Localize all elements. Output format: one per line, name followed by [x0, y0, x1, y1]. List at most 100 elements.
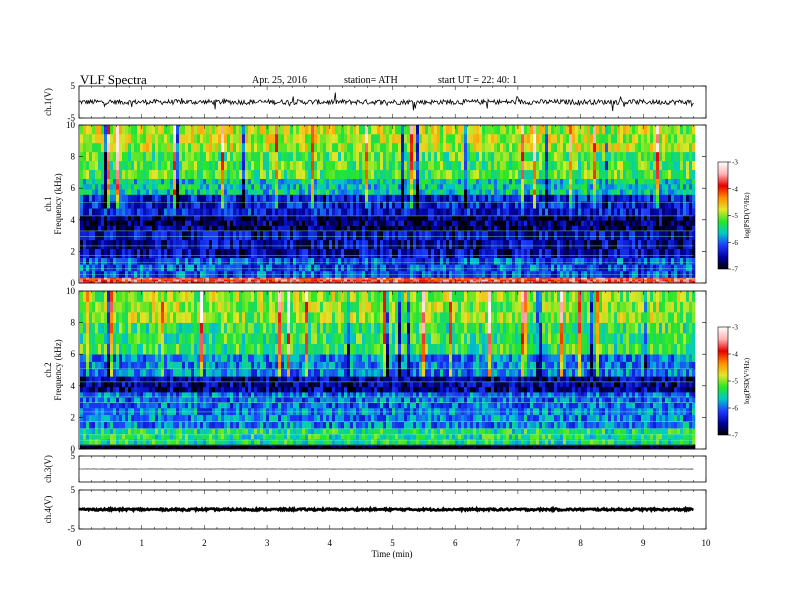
spectrogram-cell: [614, 277, 618, 280]
spectrogram-cell: [632, 279, 636, 282]
spectrogram-cell: [185, 225, 189, 232]
spectrogram-cell: [389, 183, 393, 190]
spectrogram-cell: [683, 133, 687, 144]
spectrogram-cell: [458, 281, 462, 284]
spectrogram-cell: [611, 194, 615, 202]
spectrogram-cell: [101, 183, 105, 190]
spectrogram-cell: [302, 208, 306, 216]
spectrogram-cell: [116, 201, 120, 209]
spectrogram-cell: [644, 230, 648, 241]
spectrogram-cell: [293, 279, 297, 282]
spectrogram-cell: [209, 160, 213, 171]
spectrogram-cell: [515, 160, 519, 171]
spectrogram-cell: [641, 239, 645, 250]
spectrogram-cell: [674, 264, 678, 272]
spectrogram-cell: [638, 151, 642, 162]
spectrogram-cell: [533, 183, 537, 190]
spectrogram-cell: [170, 277, 174, 280]
spectrogram-cell: [287, 277, 291, 280]
spectrogram-cell: [245, 142, 249, 153]
spectrogram-cell: [338, 183, 342, 190]
spectrogram-cell: [380, 142, 384, 153]
spectrogram-cell: [260, 239, 264, 250]
spectrogram-cell: [386, 230, 390, 241]
spectrogram-cell: [671, 142, 675, 153]
spectrogram-cell: [278, 225, 282, 232]
spectrogram-cell: [599, 160, 603, 171]
spectrogram-cell: [167, 220, 171, 226]
spectrogram-cell: [254, 277, 258, 280]
spectrogram-cell: [671, 248, 675, 259]
spectrogram-cell: [584, 142, 588, 153]
spectrogram-cell: [257, 133, 261, 144]
spectrogram-cell: [137, 239, 141, 250]
spectrogram-cell: [563, 239, 567, 250]
spectrogram-cell: [137, 183, 141, 190]
spectrogram-cell: [242, 151, 246, 162]
spectrogram-cell: [545, 257, 549, 265]
spectrogram-cell: [128, 225, 132, 232]
spectrogram-cell: [224, 277, 228, 280]
spectrogram-cell: [419, 257, 423, 265]
spectrogram-cell: [458, 160, 462, 171]
spectrogram-cell: [272, 169, 276, 180]
spectrogram-cell: [305, 151, 309, 162]
spectrogram-cell: [512, 151, 516, 162]
spectrogram-cell: [239, 133, 243, 144]
spectrogram-cell: [410, 169, 414, 180]
spectrogram-cell: [323, 279, 327, 282]
spectrogram-cell: [209, 248, 213, 259]
spectrogram-cell: [197, 225, 201, 232]
spectrogram-cell: [173, 178, 177, 185]
spectrogram-cell: [470, 189, 474, 195]
spectrogram-cell: [110, 257, 114, 265]
spectrogram-cell: [368, 277, 372, 280]
spectrogram-cell: [182, 230, 186, 241]
spectrogram-cell: [509, 279, 513, 282]
spectrogram-cell: [626, 239, 630, 250]
spectrogram-cell: [341, 239, 345, 250]
spectrogram-cell: [584, 230, 588, 241]
spectrogram-cell: [344, 257, 348, 265]
spectrogram-cell: [101, 169, 105, 180]
spectrogram-cell: [674, 239, 678, 250]
spectrogram-cell: [401, 142, 405, 153]
spectrogram-cell: [230, 208, 234, 216]
spectrogram-cell: [188, 183, 192, 190]
spectrogram-cell: [98, 142, 102, 153]
spectrogram-cell: [548, 125, 552, 135]
spectrogram-cell: [485, 178, 489, 185]
spectrogram-cell: [284, 281, 288, 284]
spectrogram-cell: [185, 189, 189, 195]
spectrogram-cell: [368, 169, 372, 180]
spectrogram-cell: [113, 201, 117, 209]
spectrogram-cell: [629, 215, 633, 221]
spectrogram-cell: [524, 279, 528, 282]
spectrogram-cell: [587, 248, 591, 259]
spectrogram-cell: [446, 225, 450, 232]
spectrogram-cell: [281, 169, 285, 180]
spectrogram-cell: [116, 215, 120, 221]
spectrogram-cell: [227, 208, 231, 216]
spectrogram-cell: [515, 208, 519, 216]
spectrogram-cell: [410, 215, 414, 221]
spectrogram-cell: [203, 220, 207, 226]
spectrogram-cell: [377, 257, 381, 265]
spectrogram-cell: [524, 194, 528, 202]
spectrogram-cell: [161, 160, 165, 171]
spectrogram-cell: [638, 225, 642, 232]
spectrogram-cell: [323, 125, 327, 135]
spectrogram-cell: [308, 279, 312, 282]
spectrogram-cell: [497, 151, 501, 162]
spectrogram-cell: [230, 133, 234, 144]
spectrogram-cell: [284, 208, 288, 216]
spectrogram-cell: [263, 277, 267, 280]
spectrogram-cell: [641, 194, 645, 202]
spectrogram-cell: [581, 248, 585, 259]
spectrogram-cell: [197, 194, 201, 202]
spectrogram-cell: [668, 239, 672, 250]
spectrogram-cell: [395, 160, 399, 171]
spectrogram-cell: [674, 142, 678, 153]
spectrogram-cell: [155, 194, 159, 202]
spectrogram-cell: [638, 257, 642, 265]
